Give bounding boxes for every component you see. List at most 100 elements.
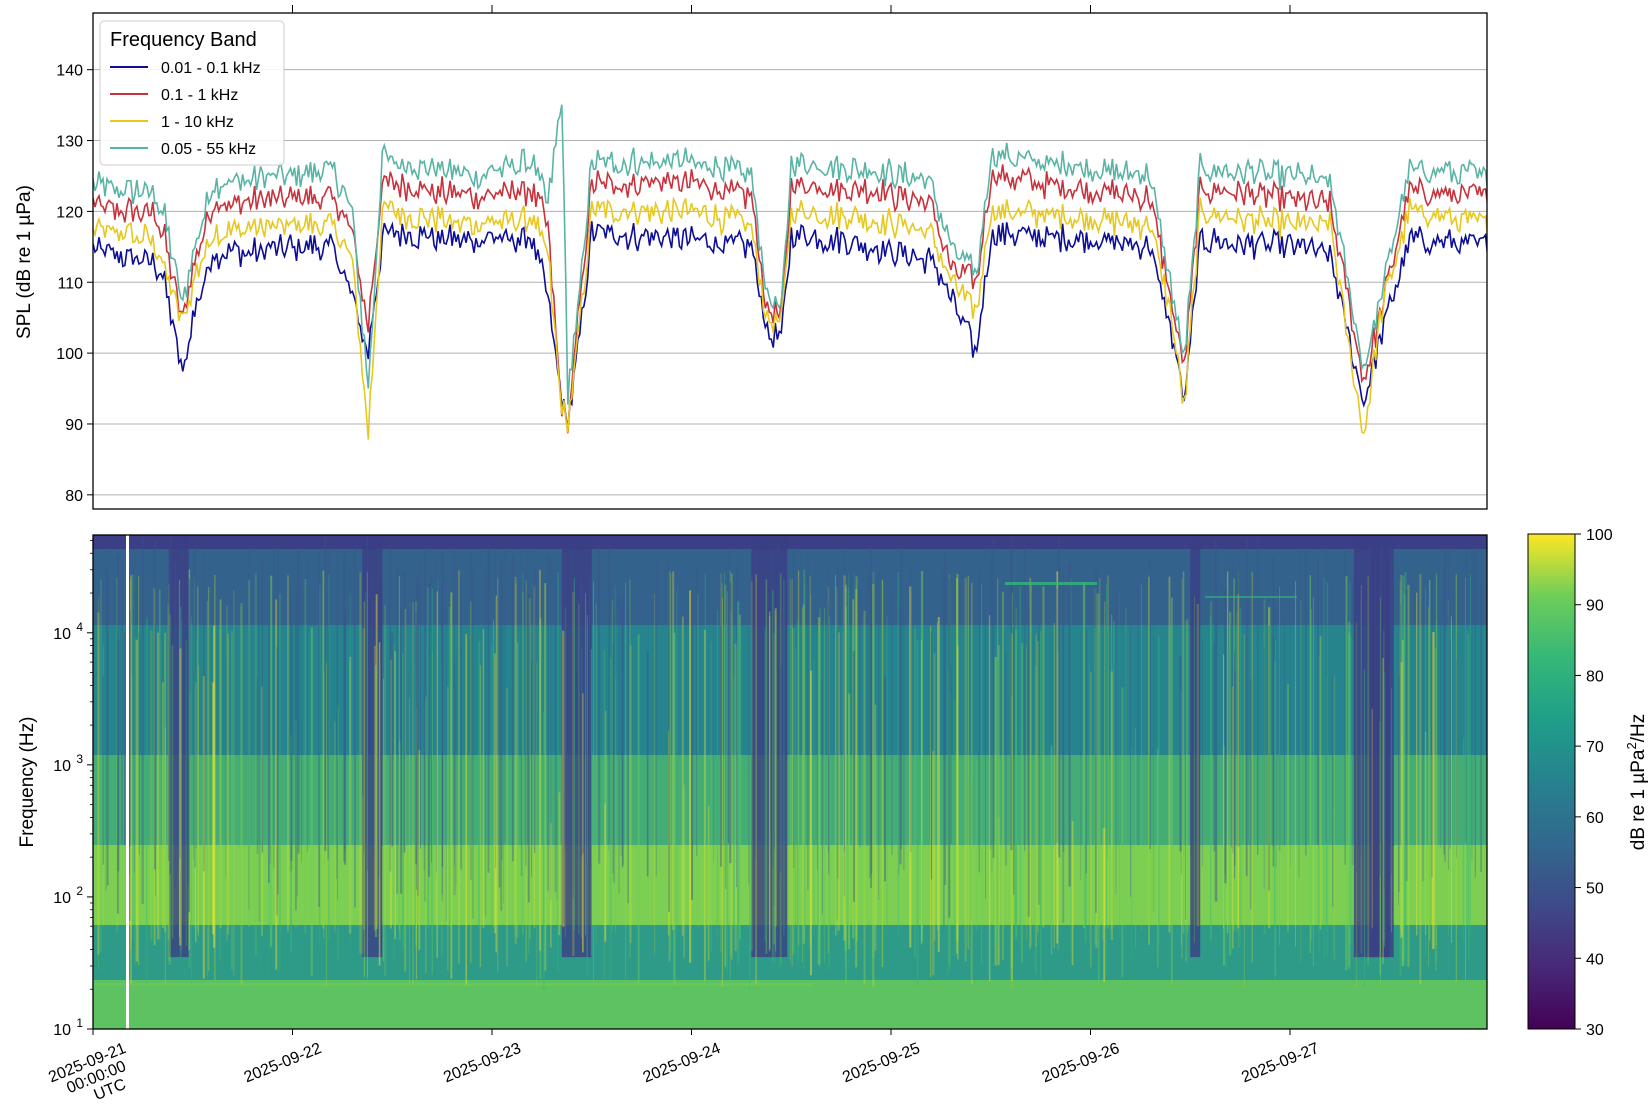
spectrogram-streak — [585, 593, 586, 936]
spectrogram-dark-streak — [1245, 538, 1248, 877]
spectrogram-streak — [1268, 607, 1271, 929]
spectrogram-streak — [1239, 607, 1242, 941]
spectrogram-streak — [1229, 611, 1232, 956]
spectrogram-top-dark — [93, 535, 1487, 549]
spectrogram-streak — [971, 582, 973, 985]
spectrogram-dark-streak — [1216, 588, 1218, 902]
spectrogram-streak — [1226, 571, 1229, 934]
spectrogram-dark-streak — [441, 601, 443, 902]
spectrogram-streak — [359, 572, 362, 954]
spectrogram-streak — [1111, 614, 1113, 930]
spectrogram-dark-streak — [400, 609, 403, 894]
spectrogram-dark-streak — [1237, 563, 1240, 847]
colorbar-tick-label: 40 — [1586, 951, 1604, 968]
spectrogram-dark-streak — [248, 544, 250, 910]
spectrogram-dark-streak — [1383, 560, 1385, 890]
spectrogram-dark-streak — [123, 631, 126, 846]
spectrogram-streak — [881, 579, 884, 967]
spectrogram-streak — [802, 604, 805, 945]
spectrogram-streak — [323, 672, 325, 939]
spectrogram-streak — [1194, 596, 1195, 943]
spectrogram-x-ticks — [92, 1029, 1291, 1035]
spectrogram-streak — [412, 602, 414, 984]
spectrogram-streak — [755, 574, 757, 985]
spectrogram-streak — [1021, 642, 1023, 963]
spectrogram-dark-streak — [167, 567, 170, 861]
spectrogram-dark-streak — [1232, 558, 1234, 854]
spectrogram-streak — [581, 647, 583, 938]
spectrogram-streak — [1034, 666, 1037, 973]
spectrogram-streak — [1094, 627, 1096, 949]
spectrogram-dark-streak — [1400, 603, 1402, 846]
spectrogram-dark-streak — [729, 582, 732, 864]
spectrogram-dark-streak — [844, 580, 845, 853]
spectrogram-streak — [349, 656, 352, 934]
spectrogram-streak — [1110, 671, 1113, 941]
spectrogram-streak — [1181, 578, 1183, 958]
spectrogram-streak — [1015, 608, 1018, 940]
spectrogram-dark-streak — [327, 545, 329, 860]
spectrogram-dark-streak — [770, 548, 772, 859]
spectrogram-streak — [1104, 601, 1106, 927]
spectrogram-streak — [179, 606, 182, 958]
spectrogram-dark-streak — [779, 665, 782, 873]
spectrogram-streak — [98, 596, 100, 971]
spectrogram-dark-streak — [534, 570, 536, 854]
spectrogram-dark-streak — [608, 546, 611, 844]
spectrogram-dark-streak — [1230, 623, 1232, 848]
spectrogram-streak — [494, 653, 496, 934]
spectrogram-streak — [1407, 584, 1410, 967]
spectrogram-streak — [322, 570, 325, 929]
spectrogram-dark-streak — [903, 616, 905, 871]
spectrogram-streak — [116, 577, 118, 932]
spectrogram-streak — [1119, 591, 1120, 935]
spectrogram-streak — [668, 731, 670, 936]
spectrogram-dark-streak — [563, 603, 566, 845]
spectrogram-streak — [1383, 630, 1385, 941]
spectrogram-streak — [1168, 576, 1171, 933]
spectrogram-dark-streak — [424, 548, 426, 902]
spectrogram-streak — [668, 571, 671, 962]
spectrogram-streak — [1231, 686, 1234, 949]
spectrogram-streak — [542, 712, 545, 990]
colorbar-tick-label: 70 — [1586, 739, 1604, 756]
spectrogram-dark-streak — [646, 652, 649, 877]
spectrogram-quiet-periods — [168, 535, 1394, 958]
spectrogram-streak — [1450, 616, 1452, 943]
spectrogram-streak — [863, 610, 866, 985]
spectrogram-streak — [188, 569, 191, 950]
spectrogram-dark-streak — [725, 580, 727, 890]
spectrogram-dark-streak — [1080, 632, 1082, 881]
spectrogram-streak — [1010, 696, 1013, 968]
spectrogram-dark-streak — [900, 539, 903, 850]
spectrogram-dark-streak — [290, 599, 293, 862]
spectrogram-streak — [733, 678, 736, 929]
spectrogram-dark-streak — [454, 550, 455, 866]
spectrogram-dark-streak — [318, 552, 320, 907]
spectrogram-dark-streak — [174, 564, 177, 886]
spectrogram-dark-streak — [354, 544, 356, 908]
spl-x-ticks — [292, 5, 1291, 13]
spectrogram-dark-streak — [586, 598, 587, 864]
spectrogram-streak — [482, 629, 485, 928]
spectrogram-dark-streak — [570, 551, 572, 893]
spectrogram-streak — [398, 741, 401, 940]
spl-y-tick-label: 110 — [57, 275, 83, 292]
spectrogram-streak — [724, 584, 727, 967]
spectrogram-streak — [1185, 620, 1188, 963]
spectrogram-dark-streak — [1213, 642, 1216, 852]
spectrogram-dark-streak — [866, 557, 869, 847]
spectrogram-streak — [1225, 827, 1227, 968]
spectrogram-streak — [1069, 577, 1072, 953]
spectrogram-dark-streak — [655, 561, 658, 877]
spectrogram-streak — [212, 682, 215, 935]
spectrogram-streak — [1014, 574, 1015, 935]
spectrogram-dark-streak — [1234, 670, 1236, 866]
spectrogram-streak — [1465, 629, 1468, 927]
spectrogram-dark-streak — [372, 571, 374, 854]
spectrogram-quiet-band — [1190, 535, 1201, 958]
spectrogram-dark-streak — [155, 540, 156, 897]
spectrogram-streak — [948, 693, 951, 970]
spectrogram-streak — [730, 573, 733, 960]
